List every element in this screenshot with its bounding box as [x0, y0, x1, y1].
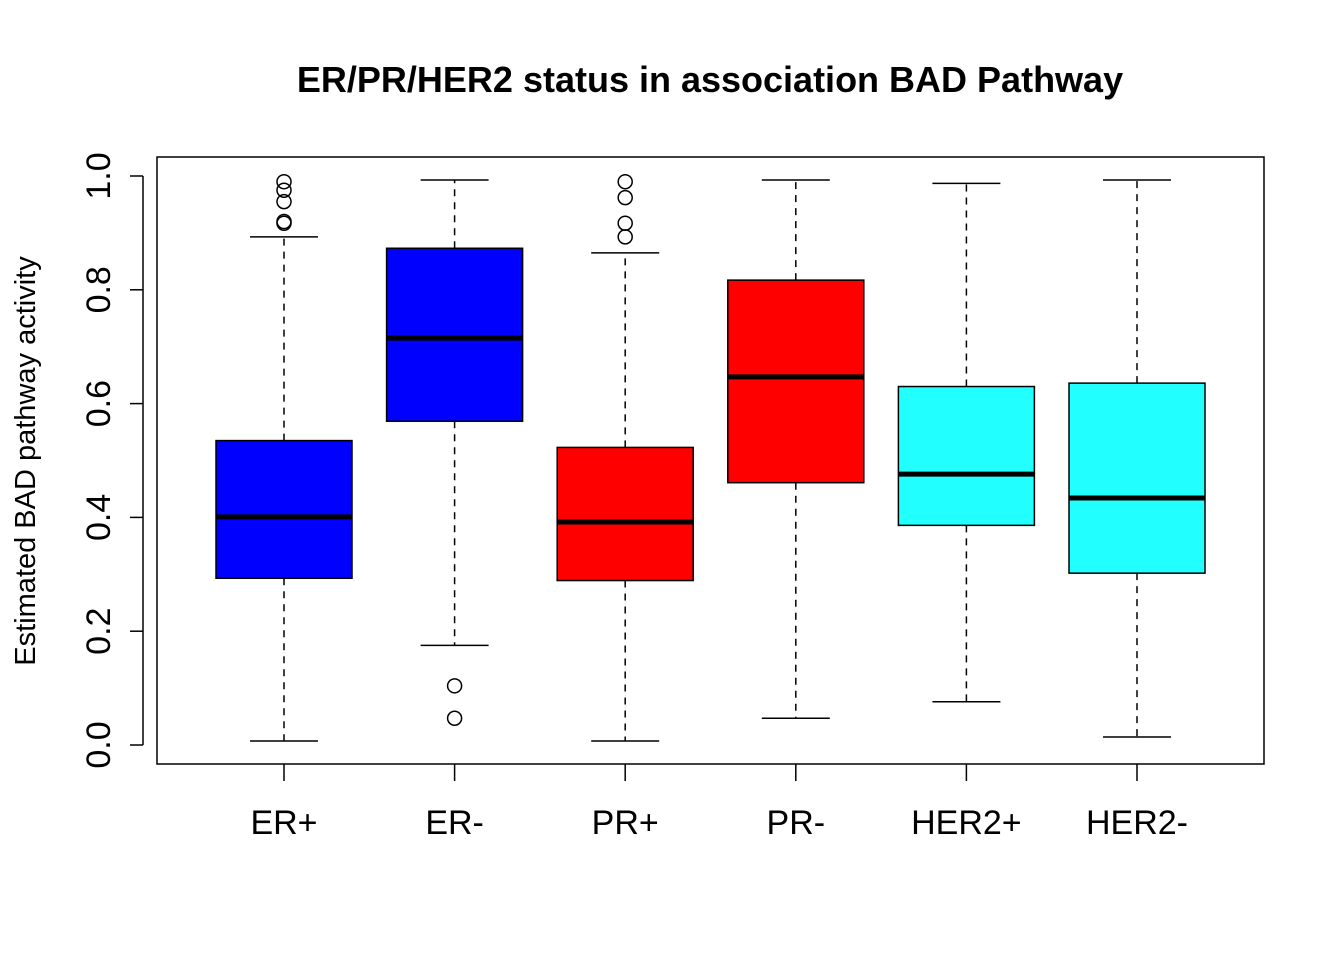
x-tick-label: ER+	[250, 804, 317, 842]
outlier-point	[276, 213, 292, 230]
outlier-point	[617, 189, 633, 206]
outlier-point	[276, 182, 292, 198]
y-tick-label: 1.0	[80, 152, 118, 199]
x-tick-label: HER2+	[911, 804, 1022, 842]
y-tick-label: 0.4	[80, 494, 118, 541]
y-tick-label: 0.2	[80, 608, 118, 655]
box	[215, 439, 353, 580]
y-tick-label: 0.6	[80, 380, 118, 427]
outlier-point	[276, 173, 292, 190]
box	[556, 446, 694, 582]
y-axis-title: Estimated BAD pathway activity	[10, 256, 42, 666]
chart-title: ER/PR/HER2 status in association BAD Pat…	[297, 59, 1123, 100]
box	[727, 279, 865, 484]
outlier-point	[617, 173, 633, 190]
x-tick-label: PR-	[767, 804, 826, 842]
outlier-point	[617, 229, 633, 245]
outlier-point	[446, 710, 463, 727]
x-tick-label: PR+	[592, 804, 659, 842]
box	[897, 385, 1036, 527]
box	[1068, 382, 1206, 574]
y-tick-label: 0.0	[80, 721, 118, 768]
plot-frame	[156, 156, 1265, 765]
y-tick-label: 0.8	[80, 266, 118, 313]
outlier-point	[276, 193, 292, 210]
x-tick-label: ER-	[425, 804, 484, 842]
outlier-point	[446, 678, 463, 694]
outlier-point	[617, 215, 633, 231]
plot-layer: 0.0 0.2 0.4 0.6 0.8 1.0 ER+ ER- PR+ PR- HER2+ HER2-	[80, 152, 1265, 842]
x-tick-label: HER2-	[1086, 804, 1188, 842]
box	[385, 247, 524, 422]
